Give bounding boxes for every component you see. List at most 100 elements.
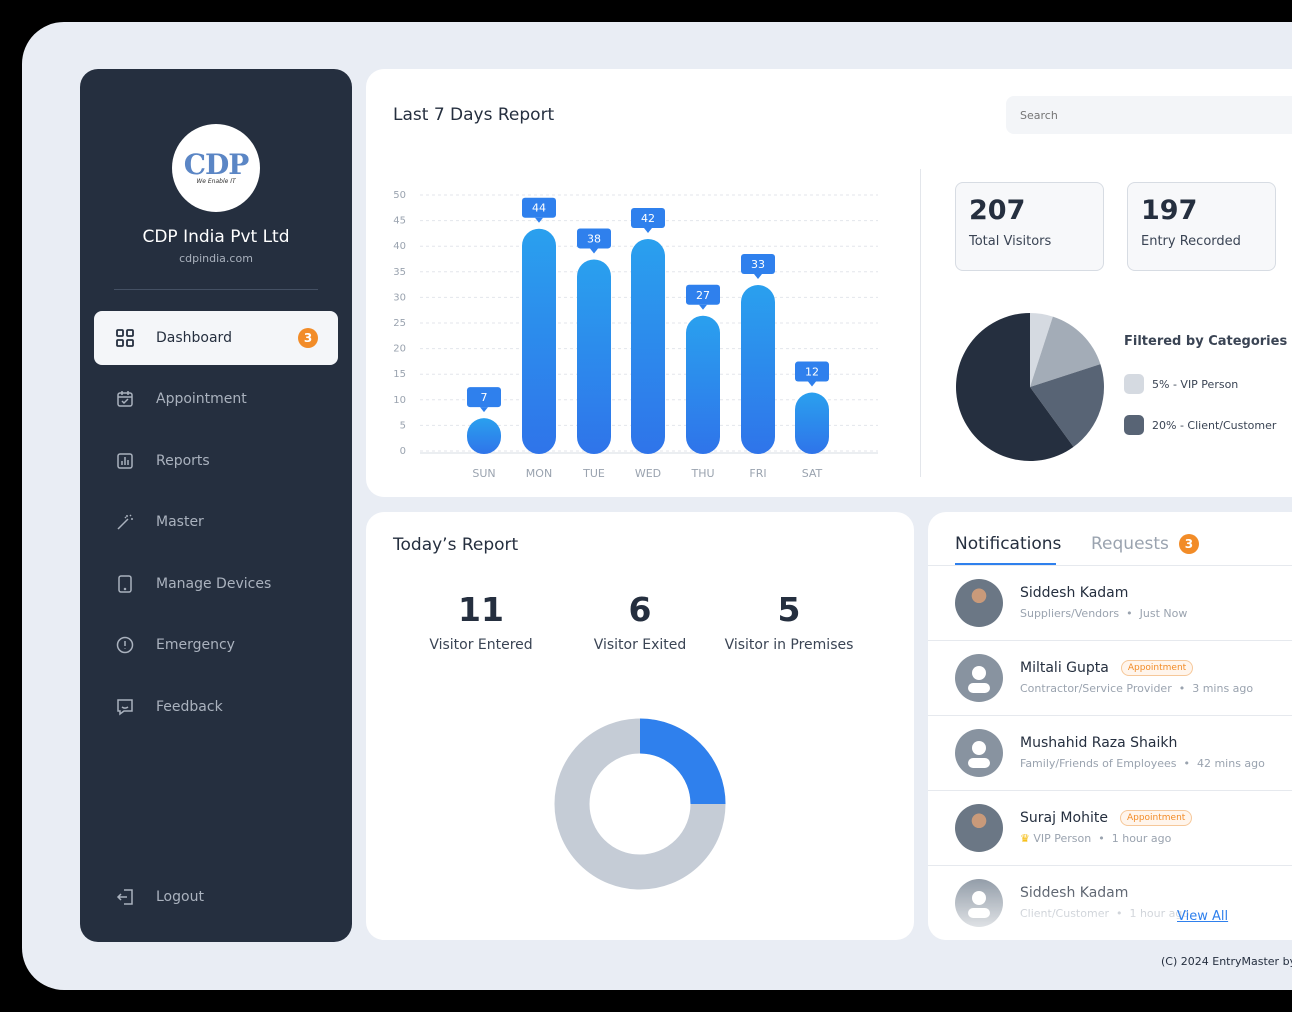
divider [920, 169, 921, 477]
appointment-tag: Appointment [1119, 810, 1193, 826]
sidebar-item-label: Feedback [156, 699, 223, 715]
last-7-days-card: Last 7 Days Report 0 5 10 15 20 25 30 35 40 45 50 7… [366, 69, 1292, 497]
avatar [955, 729, 1003, 777]
legend-label: 20% - Client/Customer [1152, 418, 1277, 432]
visitor-name: Miltali Gupta [1020, 660, 1109, 676]
notification-item[interactable]: Miltali Gupta Appointment Contractor/Serv… [928, 641, 1292, 716]
notification-item[interactable]: Suraj Mohite Appointment ♛ VIP Person • 1… [928, 791, 1292, 866]
requests-badge: 3 [1178, 534, 1199, 554]
stat-value: 11 [458, 590, 504, 629]
search-input[interactable] [1006, 96, 1292, 134]
data-label-pointer [480, 407, 488, 413]
app-screen: CDP We Enable IT CDP India Pvt Ltd cdpind… [22, 22, 1292, 990]
logout-label: Logout [156, 889, 204, 905]
todays-report-card: Today’s Report 11 Visitor Entered 6 Visito… [366, 512, 914, 940]
bar-mon [522, 228, 556, 454]
stat-value: 6 [628, 590, 652, 629]
sidebar-item-label: Emergency [156, 637, 235, 653]
avatar [955, 654, 1003, 702]
y-tick-label: 15 [393, 369, 406, 380]
notification-item[interactable]: Mushahid Raza Shaikh Family/Friends of E… [928, 716, 1292, 791]
data-label-bg [522, 197, 556, 218]
y-tick-label: 0 [400, 446, 406, 457]
x-tick-label: MON [526, 467, 552, 480]
grid-icon [116, 329, 134, 347]
data-label-pointer [808, 381, 816, 387]
data-label-pointer [535, 217, 543, 223]
company-name: CDP India Pvt Ltd [142, 227, 290, 247]
bar-chart: 0 5 10 15 20 25 30 35 40 45 50 7 SUN 44 MON 38 TUE 42 WED 2… [393, 190, 878, 480]
data-label: 42 [641, 212, 655, 225]
stat-total-visitors: 207 Total Visitors [955, 182, 1104, 271]
y-tick-label: 40 [393, 241, 406, 252]
categories-title: Filtered by Categories [1124, 334, 1288, 349]
bar-tue [577, 259, 611, 454]
stat-entry-recorded: 197 Entry Recorded [1127, 182, 1276, 271]
data-label-pointer [590, 248, 598, 254]
visitor-time: 42 mins ago [1196, 757, 1265, 770]
visitor-category: VIP Person [1033, 832, 1092, 845]
data-label: 27 [696, 289, 710, 302]
stat-label: Visitor in Premises [724, 637, 854, 653]
logout-button[interactable]: Logout [94, 870, 338, 924]
appointment-tag: Appointment [1120, 660, 1194, 676]
notification-item[interactable]: Siddesh Kadam Suppliers/Vendors • Just N… [928, 566, 1292, 641]
magic-wand-icon [116, 513, 134, 531]
company-logo: CDP We Enable IT [172, 124, 260, 212]
pie-slice [1030, 316, 1101, 387]
visitor-time: Just Now [1139, 607, 1188, 620]
sidebar-item-manage-devices[interactable]: Manage Devices [94, 557, 338, 611]
legend-swatch [1124, 415, 1144, 435]
sidebar-item-reports[interactable]: Reports [94, 434, 338, 488]
y-tick-label: 10 [393, 395, 406, 406]
stat-visitor-entered: 11 Visitor Entered [411, 590, 551, 653]
data-label-bg [577, 228, 611, 249]
data-label-bg [631, 207, 665, 228]
card-title: Last 7 Days Report [393, 105, 555, 125]
sidebar-item-emergency[interactable]: Emergency [94, 618, 338, 672]
bar-sun [467, 418, 501, 454]
data-label-bg [741, 254, 775, 275]
view-all-link[interactable]: View All [1177, 909, 1229, 924]
x-tick-label: SAT [802, 467, 823, 480]
donut-chart [554, 718, 726, 890]
y-tick-label: 35 [393, 267, 406, 278]
divider [928, 565, 1292, 566]
bar-fri [741, 285, 775, 454]
notification-badge: 3 [298, 328, 318, 348]
sidebar-item-appointment[interactable]: Appointment [94, 372, 338, 426]
data-label-pointer [644, 227, 652, 233]
company-url: cdpindia.com [179, 252, 253, 265]
legend-vip: 5% - VIP Person [1124, 374, 1238, 394]
data-label: 33 [751, 258, 765, 271]
y-tick-label: 25 [393, 318, 406, 329]
calendar-icon [116, 390, 134, 408]
data-label-bg [686, 284, 720, 305]
stat-visitor-in-premises: 5 Visitor in Premises [714, 590, 864, 653]
sidebar-item-label: Dashboard [156, 330, 232, 346]
y-tick-label: 20 [393, 344, 406, 355]
y-tick-label: 45 [393, 216, 406, 227]
sidebar-item-dashboard[interactable]: Dashboard 3 [94, 311, 338, 365]
legend-label: 5% - VIP Person [1152, 377, 1239, 391]
sidebar-item-master[interactable]: Master [94, 495, 338, 549]
x-tick-label: FRI [749, 467, 766, 480]
data-label: 12 [805, 366, 819, 379]
data-label: 38 [587, 232, 601, 245]
message-icon [116, 698, 134, 716]
legend-swatch [1124, 374, 1144, 394]
tab-notifications[interactable]: Notifications [955, 534, 1062, 554]
tab-requests[interactable]: Requests 3 [1091, 534, 1199, 554]
divider [114, 289, 318, 290]
sidebar-item-label: Manage Devices [156, 576, 272, 592]
sidebar-item-label: Master [156, 514, 204, 530]
fade-overlay [928, 872, 1292, 940]
x-tick-label: SUN [472, 467, 495, 480]
data-label: 7 [481, 391, 488, 404]
data-label-bg [795, 361, 829, 382]
stat-label: Total Visitors [969, 234, 1052, 249]
stat-label: Entry Recorded [1141, 234, 1241, 249]
sidebar-item-label: Appointment [156, 391, 247, 407]
category-pie-chart [956, 313, 1104, 461]
sidebar-item-feedback[interactable]: Feedback [94, 680, 338, 734]
